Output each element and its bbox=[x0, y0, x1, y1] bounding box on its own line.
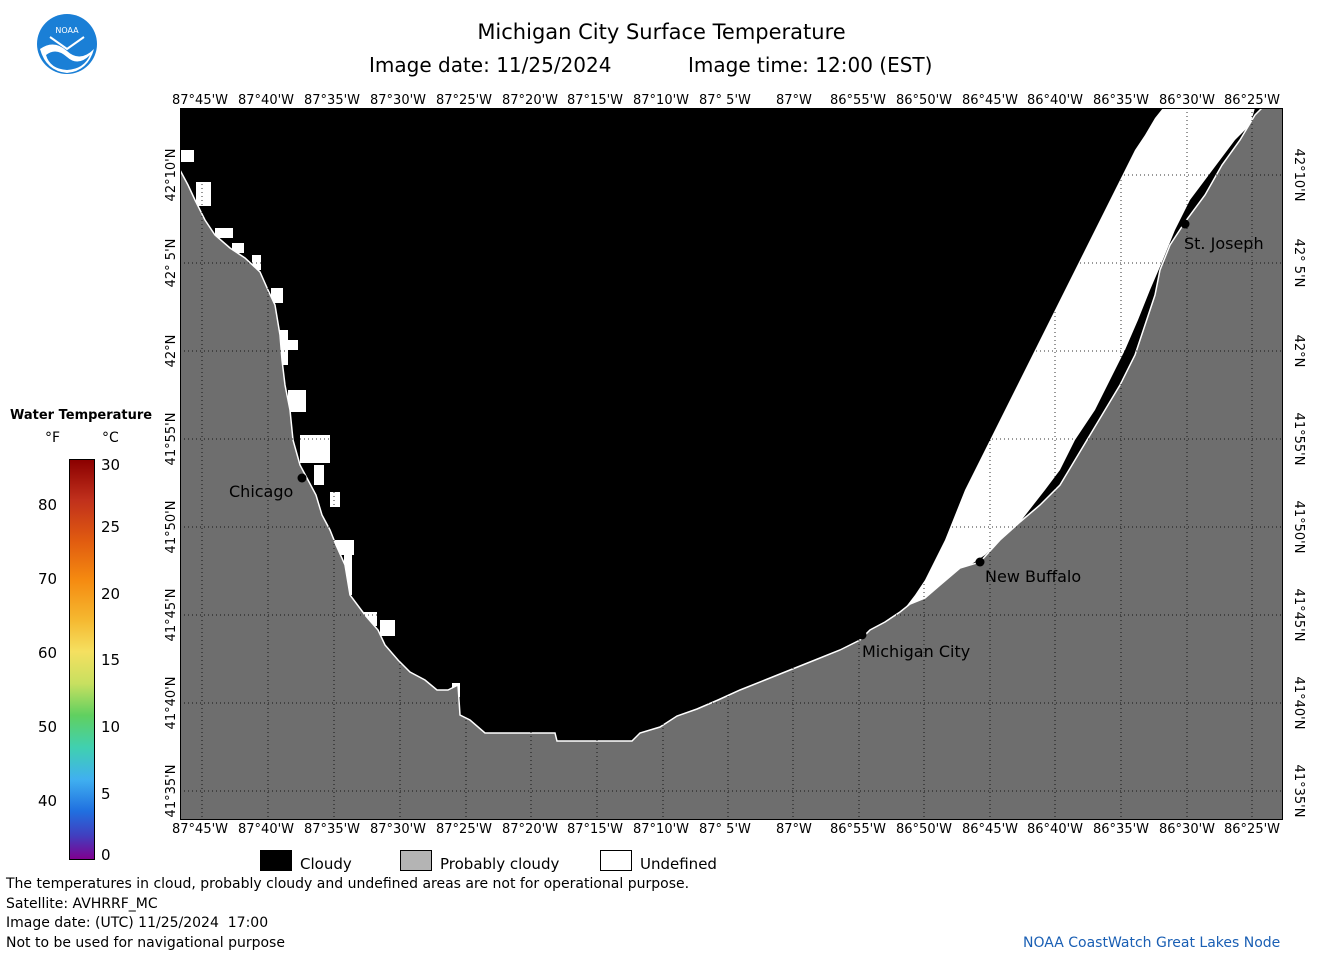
f-tick: 80 bbox=[38, 496, 58, 514]
image-date: Image date: 11/25/2024 bbox=[369, 53, 612, 77]
temperature-color-bar bbox=[69, 459, 95, 860]
lon-label: 86°35'W bbox=[1093, 822, 1150, 837]
lon-label: 87°35'W bbox=[304, 822, 361, 837]
noaa-logo: NOAA bbox=[36, 13, 98, 75]
lat-label: 42°10'N bbox=[164, 148, 179, 202]
c-tick: 0 bbox=[101, 846, 111, 864]
footer-satellite: Satellite: AVHRRF_MC bbox=[6, 896, 158, 912]
lat-label: 41°40'N bbox=[164, 676, 179, 730]
key-swatch-undefined bbox=[600, 850, 632, 871]
lon-label: 87°W bbox=[776, 93, 812, 108]
city-dot-new-buffalo bbox=[975, 557, 985, 567]
c-tick: 5 bbox=[101, 785, 111, 803]
lat-label: 41°55'N bbox=[1291, 412, 1306, 466]
key-swatch-probably-cloudy bbox=[400, 850, 432, 871]
f-tick: 60 bbox=[38, 644, 58, 662]
legend-title: Water Temperature bbox=[10, 408, 153, 423]
lon-label: 87°20'W bbox=[502, 822, 559, 837]
lon-label: 87°40'W bbox=[238, 822, 295, 837]
city-label-chicago: Chicago bbox=[229, 482, 294, 501]
lon-label: 87°45'W bbox=[172, 822, 229, 837]
city-label-new-buffalo: New Buffalo bbox=[985, 567, 1082, 586]
lat-label: 41°40'N bbox=[1291, 676, 1306, 730]
lon-label: 86°45'W bbox=[962, 822, 1019, 837]
map-title: Michigan City Surface Temperature bbox=[477, 20, 846, 44]
lon-label: 87°25'W bbox=[436, 822, 493, 837]
lon-label: 87°10'W bbox=[633, 822, 690, 837]
key-label-cloudy: Cloudy bbox=[300, 855, 352, 873]
lat-label: 41°50'N bbox=[1291, 500, 1306, 554]
image-time: Image time: 12:00 (EST) bbox=[688, 53, 933, 77]
lat-label: 41°50'N bbox=[164, 500, 179, 554]
f-tick: 70 bbox=[38, 570, 58, 588]
lon-label: 87°15'W bbox=[567, 822, 624, 837]
lon-label: 86°40'W bbox=[1027, 93, 1084, 108]
city-dot-michigan-city bbox=[857, 630, 867, 640]
lon-label: 86°40'W bbox=[1027, 822, 1084, 837]
footer-utc-date: Image date: (UTC) 11/25/2024 17:00 bbox=[6, 915, 269, 931]
lat-label: 42°N bbox=[1291, 334, 1306, 368]
city-dot-st-joseph bbox=[1180, 219, 1190, 229]
lon-label: 87°15'W bbox=[567, 93, 624, 108]
lat-label: 41°35'N bbox=[1291, 764, 1306, 818]
footer-disclaimer: Not to be used for navigational purpose bbox=[6, 935, 285, 951]
graticule bbox=[180, 108, 1283, 820]
lon-label: 87°30'W bbox=[370, 822, 427, 837]
lon-label: 87°W bbox=[776, 822, 812, 837]
lat-label: 41°35'N bbox=[164, 764, 179, 818]
lon-label: 86°50'W bbox=[896, 93, 953, 108]
lon-label: 87° 5'W bbox=[699, 93, 751, 108]
lon-label: 86°30'W bbox=[1159, 93, 1216, 108]
lon-label: 87°30'W bbox=[370, 93, 427, 108]
lake-michigan-map bbox=[180, 108, 1283, 820]
lat-label: 41°45'N bbox=[1291, 588, 1306, 642]
lon-label: 86°55'W bbox=[830, 822, 887, 837]
f-tick: 50 bbox=[38, 718, 58, 736]
lon-label: 87°20'W bbox=[502, 93, 559, 108]
city-label-st-joseph: St. Joseph bbox=[1184, 234, 1264, 253]
land-area bbox=[180, 108, 1283, 820]
lon-label: 87°45'W bbox=[172, 93, 229, 108]
lat-label: 41°45'N bbox=[164, 588, 179, 642]
lon-label: 86°25'W bbox=[1224, 822, 1281, 837]
lon-label: 87°25'W bbox=[436, 93, 493, 108]
c-tick: 30 bbox=[101, 456, 121, 474]
key-swatch-cloudy bbox=[260, 850, 292, 871]
logo-text: NOAA bbox=[55, 26, 79, 35]
city-label-michigan-city: Michigan City bbox=[862, 642, 971, 661]
lon-label: 87° 5'W bbox=[699, 822, 751, 837]
lon-label: 86°30'W bbox=[1159, 822, 1216, 837]
footer-note: The temperatures in cloud, probably clou… bbox=[6, 876, 690, 892]
lon-label: 87°35'W bbox=[304, 93, 361, 108]
lon-label: 87°40'W bbox=[238, 93, 295, 108]
f-tick: 40 bbox=[38, 792, 58, 810]
map-frame bbox=[180, 108, 1283, 820]
lat-label: 41°55'N bbox=[164, 412, 179, 466]
lat-label: 42°10'N bbox=[1291, 148, 1306, 202]
legend-unit-f: °F bbox=[45, 430, 61, 446]
city-dot-chicago bbox=[297, 473, 307, 483]
lon-label: 86°50'W bbox=[896, 822, 953, 837]
legend-unit-c: °C bbox=[102, 430, 119, 446]
lon-label: 87°10'W bbox=[633, 93, 690, 108]
lon-label: 86°45'W bbox=[962, 93, 1019, 108]
key-label-undefined: Undefined bbox=[640, 855, 717, 873]
lat-label: 42°N bbox=[164, 334, 179, 368]
lon-label: 86°35'W bbox=[1093, 93, 1150, 108]
lat-label: 42° 5'N bbox=[164, 238, 179, 288]
c-tick: 10 bbox=[101, 718, 121, 736]
undefined-area-east bbox=[905, 108, 1255, 608]
c-tick: 15 bbox=[101, 651, 121, 669]
c-tick: 20 bbox=[101, 585, 121, 603]
lon-label: 86°55'W bbox=[830, 93, 887, 108]
c-tick: 25 bbox=[101, 518, 121, 536]
lat-label: 42° 5'N bbox=[1291, 238, 1306, 288]
footer-credit: NOAA CoastWatch Great Lakes Node bbox=[1023, 935, 1281, 951]
key-label-probably-cloudy: Probably cloudy bbox=[440, 855, 560, 873]
lon-label: 86°25'W bbox=[1224, 93, 1281, 108]
